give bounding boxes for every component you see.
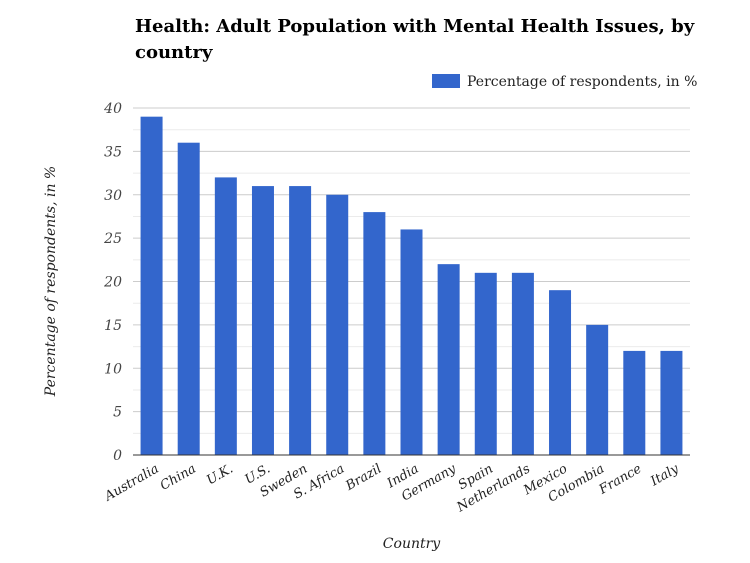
x-tick-label: Australia [102, 461, 162, 504]
x-tick-label: France [596, 461, 645, 498]
bar [326, 194, 349, 455]
y-tick-label: 5 [113, 405, 122, 421]
y-tick-label: 15 [104, 318, 122, 334]
y-tick-label: 40 [103, 101, 122, 117]
y-tick-label: 20 [103, 275, 122, 291]
bar [437, 264, 460, 455]
legend-swatch [432, 74, 460, 88]
bar [586, 324, 609, 455]
x-axis-label: Country [383, 536, 441, 552]
bar [549, 290, 572, 455]
x-tick-label: Italy [647, 461, 682, 490]
y-tick-label: 0 [113, 448, 122, 464]
bar [289, 186, 312, 455]
bar [214, 177, 237, 455]
x-tick-label: Brazil [342, 461, 384, 494]
bar [177, 142, 200, 455]
bar [363, 212, 386, 455]
bar [511, 272, 534, 455]
chart-title: Health: Adult Population with Mental Hea… [135, 16, 695, 63]
y-tick-label: 30 [104, 188, 122, 204]
bar [623, 350, 646, 455]
y-tick-label: 25 [103, 231, 122, 247]
bar [474, 272, 497, 455]
y-tick-label: 35 [104, 144, 122, 160]
y-tick-label: 10 [104, 361, 122, 377]
bar [660, 350, 683, 455]
bar [140, 116, 163, 456]
bar [251, 186, 274, 455]
bar [400, 229, 423, 455]
legend-label: Percentage of respondents, in % [467, 74, 697, 90]
y-axis-label: Percentage of respondents, in % [43, 166, 59, 397]
x-tick-label: U.K. [204, 461, 236, 488]
x-tick-label: China [158, 461, 199, 493]
